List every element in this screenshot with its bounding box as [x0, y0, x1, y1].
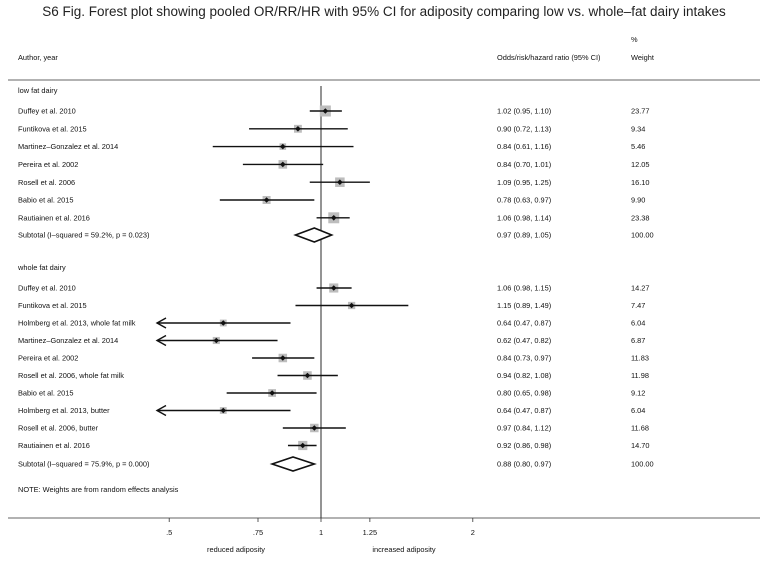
- point-estimate: [263, 197, 270, 203]
- point-estimate: [213, 337, 220, 344]
- study-weight-text: 14.70: [631, 441, 650, 450]
- point-estimate: [280, 143, 286, 150]
- study-ratio-text: 0.84 (0.73, 0.97): [497, 354, 551, 363]
- point-estimate: [330, 215, 337, 221]
- point-estimate: [311, 425, 318, 431]
- ci-arrow: [155, 404, 167, 417]
- x-tick-label: .5: [166, 528, 172, 537]
- ratio-header: Odds/risk/hazard ratio (95% CI): [497, 53, 601, 62]
- study-label: Pereira et al. 2002: [18, 354, 78, 363]
- study-ratio-text: 0.64 (0.47, 0.87): [497, 319, 551, 328]
- study-weight-text: 12.05: [631, 160, 650, 169]
- study-label: Martinez–Gonzalez et al. 2014: [18, 336, 118, 345]
- study-label: Martinez–Gonzalez et al. 2014: [18, 142, 118, 151]
- study-label: Rosell et al. 2006, whole fat milk: [18, 371, 124, 380]
- study-weight-text: 23.77: [631, 107, 650, 116]
- weight-pct-header: %: [631, 35, 638, 44]
- study-weight-text: 14.27: [631, 284, 650, 293]
- study-weight-text: 6.04: [631, 406, 645, 415]
- point-estimate: [330, 285, 337, 291]
- study-ratio-text: 0.78 (0.63, 0.97): [497, 196, 551, 205]
- point-estimate: [322, 108, 329, 114]
- ci-arrow: [155, 334, 167, 347]
- point-estimate: [348, 302, 355, 309]
- study-ratio-text: 0.84 (0.70, 1.01): [497, 160, 551, 169]
- increased-adiposity-label: increased adiposity: [372, 545, 436, 554]
- study-label: Rautiainen et al. 2016: [18, 441, 90, 450]
- footnote: NOTE: Weights are from random effects an…: [18, 485, 179, 494]
- group-label-0: low fat dairy: [18, 86, 58, 95]
- study-label: Babio et al. 2015: [18, 196, 73, 205]
- point-estimate: [299, 442, 306, 449]
- study-label: Holmberg et al. 2013, butter: [18, 406, 110, 415]
- study-label: Duffey et al. 2010: [18, 107, 76, 116]
- study-ratio-text: 1.02 (0.95, 1.10): [497, 107, 551, 116]
- subtotal-ratio-text: 0.88 (0.80, 0.97): [497, 460, 551, 469]
- study-label: Holmberg et al. 2013, whole fat milk: [18, 319, 136, 328]
- x-axis-ticks: .5 .75 1 1.25 2: [166, 518, 475, 537]
- point-estimate: [280, 161, 286, 168]
- x-tick-label: 1.25: [363, 528, 377, 537]
- study-weight-text: 7.47: [631, 301, 645, 310]
- reduced-adiposity-label: reduced adiposity: [207, 545, 265, 554]
- author-header: Author, year: [18, 53, 58, 62]
- forest-marks: [155, 86, 409, 518]
- point-estimate: [337, 179, 343, 185]
- study-ratio-text: 0.64 (0.47, 0.87): [497, 406, 551, 415]
- study-label: Pereira et al. 2002: [18, 160, 78, 169]
- study-label: Funtikova et al. 2015: [18, 124, 87, 133]
- study-weight-text: 5.46: [631, 142, 645, 151]
- study-weight-text: 11.83: [631, 354, 649, 363]
- point-estimate: [280, 355, 286, 361]
- forest-rows: low fat dairy Duffey et al. 2010 1.02 (0.9…: [17, 86, 654, 469]
- study-ratio-text: 1.15 (0.89, 1.49): [497, 301, 551, 310]
- study-weight-text: 11.68: [631, 424, 649, 433]
- study-ratio-text: 1.06 (0.98, 1.15): [497, 284, 551, 293]
- subtotal-label: Subtotal (I–squared = 59.2%, p = 0.023): [18, 231, 149, 240]
- study-ratio-text: 0.90 (0.72, 1.13): [497, 124, 551, 133]
- study-weight-text: 9.12: [631, 389, 645, 398]
- subtotal-label: Subtotal (I–squared = 75.9%, p = 0.000): [18, 460, 149, 469]
- subtotal-weight-text: 100.00: [631, 460, 654, 469]
- subtotal-weight-text: 100.00: [631, 231, 654, 240]
- study-label: Rosell et al. 2006: [18, 178, 75, 187]
- study-label: Funtikova et al. 2015: [18, 301, 87, 310]
- study-weight-text: 9.34: [631, 124, 645, 133]
- study-label: Rautiainen et al. 2016: [18, 213, 90, 222]
- study-weight-text: 6.87: [631, 336, 645, 345]
- study-ratio-text: 0.84 (0.61, 1.16): [497, 142, 551, 151]
- study-ratio-text: 0.62 (0.47, 0.82): [497, 336, 551, 345]
- subtotal-ratio-text: 0.97 (0.89, 1.05): [497, 231, 551, 240]
- study-ratio-text: 0.94 (0.82, 1.08): [497, 371, 551, 380]
- study-weight-text: 11.98: [631, 371, 649, 380]
- point-estimate: [304, 372, 311, 379]
- point-estimate: [220, 320, 227, 326]
- study-ratio-text: 0.97 (0.84, 1.12): [497, 424, 551, 433]
- weight-header: Weight: [631, 53, 654, 62]
- study-label: Rosell et al. 2006, butter: [18, 424, 99, 433]
- x-tick-label: 2: [471, 528, 475, 537]
- x-tick-label: 1: [319, 528, 323, 537]
- chart-title: S6 Fig. Forest plot showing pooled OR/RR…: [42, 4, 726, 19]
- study-ratio-text: 0.92 (0.86, 0.98): [497, 441, 551, 450]
- subtotal-diamond: [269, 456, 317, 472]
- subtotal-diamond: [293, 227, 334, 243]
- study-ratio-text: 1.06 (0.98, 1.14): [497, 213, 551, 222]
- study-ratio-text: 0.80 (0.65, 0.98): [497, 389, 551, 398]
- study-weight-text: 23.38: [631, 213, 650, 222]
- point-estimate: [220, 407, 227, 414]
- x-tick-label: .75: [253, 528, 263, 537]
- point-estimate: [269, 390, 275, 396]
- study-weight-text: 16.10: [631, 178, 650, 187]
- group-label-1: whole fat dairy: [17, 263, 66, 272]
- ci-arrow: [155, 317, 167, 329]
- study-weight-text: 9.90: [631, 196, 645, 205]
- study-label: Babio et al. 2015: [18, 389, 73, 398]
- point-estimate: [295, 126, 301, 132]
- study-weight-text: 6.04: [631, 319, 645, 328]
- study-label: Duffey et al. 2010: [18, 284, 76, 293]
- study-ratio-text: 1.09 (0.95, 1.25): [497, 178, 551, 187]
